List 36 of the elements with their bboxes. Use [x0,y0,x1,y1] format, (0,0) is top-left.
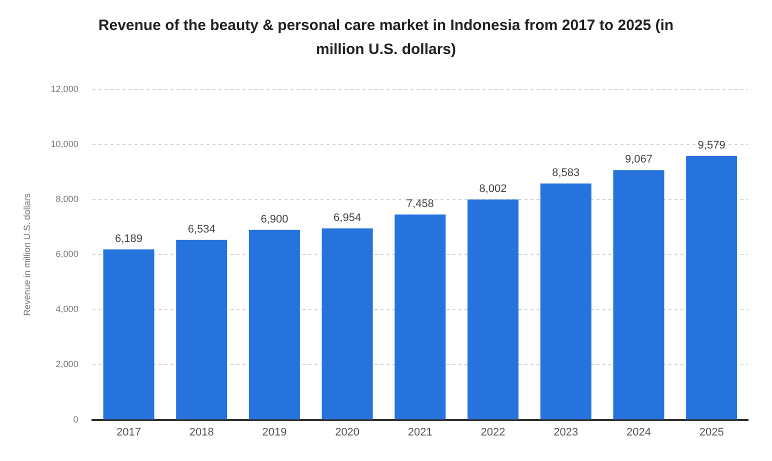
data-label: 9,579 [698,140,726,152]
x-tick-label: 2021 [408,426,432,438]
y-tick-label: 2,000 [56,359,78,370]
x-tick-label: 2023 [554,426,578,438]
bar [613,170,664,420]
y-tick-label: 12,000 [50,84,78,94]
data-label: 7,458 [406,198,434,210]
bar [686,156,738,420]
data-label: 6,189 [114,232,143,245]
x-tick-label: 2024 [626,426,651,438]
y-tick-label: 6,000 [56,249,78,260]
bar [468,199,519,420]
bar [540,183,592,420]
data-label: 6,534 [188,223,216,236]
y-tick-label: 4,000 [56,304,78,314]
x-tick-label: 2019 [262,426,287,438]
x-tick-label: 2025 [699,426,724,438]
bar [394,214,446,420]
x-tick-label: 2017 [116,426,141,438]
bar [248,230,300,420]
data-label: 6,954 [334,212,362,224]
x-tick-label: 2020 [335,426,360,438]
data-label: 8,583 [552,167,580,180]
chart-title: Revenue of the beauty & personal care market in Indonesia from 2017 to 2025 (in million U.S. dollars) [97,16,675,60]
bar [103,249,154,420]
y-axis-title: Revenue in million U.S. dollars [22,192,32,316]
y-tick-label: 8,000 [56,194,78,204]
data-label: 6,900 [260,213,288,226]
data-label: 8,002 [479,183,507,196]
y-tick-label: 10,000 [50,138,78,149]
x-tick-label: 2022 [480,426,506,438]
x-tick-label: 2018 [189,426,214,438]
data-label: 9,067 [624,154,652,166]
y-tick-label: 0 [73,414,78,424]
bar [176,240,228,420]
bar [322,228,373,420]
